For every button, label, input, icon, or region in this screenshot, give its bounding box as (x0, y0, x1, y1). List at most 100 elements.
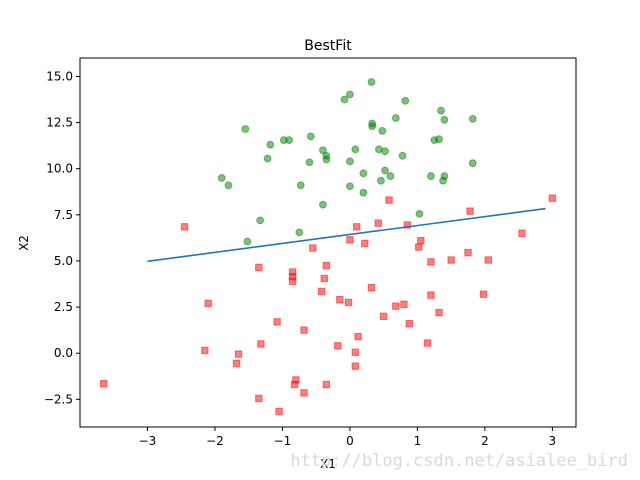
y-tick-label: 7.5 (54, 208, 73, 222)
point-class-b (464, 248, 472, 257)
point-class-b (403, 221, 411, 229)
point-class-b (309, 244, 317, 252)
point-class-b (374, 219, 382, 227)
point-class-a (359, 188, 368, 197)
x-axis: −3 −2 −1 0 1 2 3 (139, 427, 557, 448)
point-class-b (392, 302, 400, 310)
point-class-a (437, 106, 445, 115)
point-class-a (295, 228, 304, 237)
point-class-a (427, 172, 435, 180)
point-class-b (320, 274, 328, 283)
point-class-a (217, 174, 226, 182)
point-class-b (322, 380, 331, 389)
point-class-b (479, 290, 488, 298)
point-class-b (447, 256, 455, 264)
x-tick-label: 3 (549, 434, 557, 448)
watermark-text: http://blog.csdn.net/asialee_bird (290, 451, 628, 471)
point-class-a (346, 90, 354, 99)
point-class-a (319, 146, 327, 155)
point-class-b (367, 284, 376, 292)
point-class-b (427, 291, 435, 299)
point-class-a (378, 126, 387, 135)
point-class-b (484, 256, 492, 264)
point-class-b (257, 340, 265, 348)
point-class-b (361, 239, 369, 248)
point-class-b (336, 295, 344, 304)
point-class-b (334, 342, 342, 350)
y-tick-label: 5.0 (54, 254, 73, 268)
point-class-b (400, 300, 408, 309)
point-class-b (275, 407, 283, 416)
point-class-a (381, 147, 389, 156)
point-class-b (427, 258, 435, 266)
point-class-a (359, 169, 368, 178)
point-class-b (234, 350, 243, 358)
point-class-b (548, 194, 557, 202)
point-class-a (386, 172, 395, 180)
point-class-b (351, 348, 360, 356)
point-class-b (417, 236, 425, 245)
point-class-a (305, 158, 314, 167)
y-tick-label: 15.0 (46, 69, 73, 83)
point-class-b (288, 277, 297, 285)
point-class-b (255, 263, 263, 272)
data-layer (99, 78, 557, 416)
point-class-b (180, 223, 189, 231)
point-class-a (256, 216, 265, 225)
point-class-a (266, 140, 275, 149)
x-tick-label: −1 (274, 434, 292, 448)
x-tick-label: 2 (481, 434, 489, 448)
point-class-b (201, 346, 209, 355)
point-class-a (322, 155, 331, 164)
point-class-b (300, 389, 308, 397)
point-class-b (344, 298, 353, 307)
y-tick-label: 12.5 (46, 116, 73, 130)
y-tick-label: 2.5 (54, 300, 73, 314)
plot-frame (79, 57, 577, 428)
point-class-a (391, 114, 400, 122)
point-class-a (440, 115, 449, 124)
point-class-b (354, 332, 362, 341)
point-class-a (340, 95, 349, 104)
y-tick-label: 10.0 (46, 162, 73, 176)
x-tick-label: −3 (139, 434, 157, 448)
point-class-a (439, 176, 447, 185)
point-class-a (279, 136, 288, 145)
point-class-a (468, 159, 477, 168)
point-class-a (346, 182, 354, 191)
y-axis: −2.5 0.0 2.5 5.0 7.5 10.0 12.5 15.0 (44, 69, 80, 406)
point-class-b (232, 359, 241, 368)
point-class-b (317, 287, 326, 296)
point-class-a (435, 135, 443, 144)
y-axis-label: X2 (17, 235, 31, 251)
point-class-b (385, 196, 393, 204)
y-tick-label: 0.0 (54, 346, 73, 360)
point-class-b (405, 319, 414, 328)
best-fit-line (147, 207, 546, 263)
point-class-a (306, 132, 315, 141)
x-tick-label: 0 (346, 434, 354, 448)
y-tick-label: −2.5 (44, 392, 73, 406)
point-class-b (273, 318, 281, 326)
x-tick-label: 1 (414, 434, 422, 448)
x-axis-label: X1 (320, 457, 336, 471)
point-class-a (319, 200, 327, 209)
point-class-a (401, 96, 410, 105)
point-class-b (346, 236, 354, 244)
point-class-a (346, 157, 354, 166)
point-class-a (351, 145, 360, 154)
point-class-a (368, 122, 377, 131)
point-class-b (415, 243, 423, 251)
point-class-a (296, 181, 305, 190)
point-class-a (381, 166, 389, 175)
point-class-b (290, 380, 299, 389)
point-class-b (435, 308, 443, 317)
x-tick-label: −2 (206, 434, 224, 448)
point-class-b (466, 207, 474, 215)
point-class-a (415, 210, 424, 218)
point-class-b (204, 299, 212, 308)
chart-title: BestFit (304, 38, 352, 54)
point-class-b (322, 261, 331, 270)
